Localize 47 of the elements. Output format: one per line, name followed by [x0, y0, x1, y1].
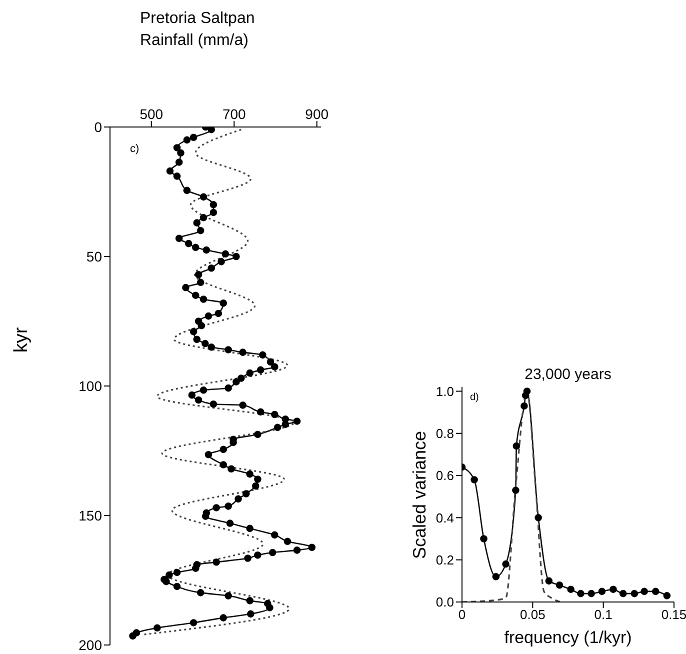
point	[652, 588, 660, 596]
point	[577, 590, 584, 598]
point	[630, 590, 638, 598]
point	[492, 573, 500, 580]
point	[598, 588, 606, 596]
chart-title: 23,000 years	[524, 366, 612, 383]
y-tick-label: 200	[78, 636, 102, 653]
point	[610, 586, 617, 594]
point	[534, 514, 542, 522]
point	[567, 586, 574, 594]
point	[502, 560, 510, 568]
point	[480, 535, 488, 542]
y-axis-title: kyr	[11, 327, 33, 353]
y-tick-label: 1.0	[436, 384, 454, 399]
point	[663, 592, 671, 600]
x-tick-label: 0.05	[520, 607, 546, 622]
y-tick-label: 150	[78, 507, 102, 524]
point	[512, 442, 520, 450]
x-tick-label: 500	[140, 106, 164, 122]
chart-title: Pretoria Saltpan	[140, 10, 255, 28]
y-tick-label: 0	[94, 118, 102, 135]
point	[523, 388, 531, 395]
point	[545, 577, 553, 585]
x-axis-title: frequency (1/kyr)	[503, 628, 633, 648]
point	[588, 590, 595, 598]
point	[512, 486, 520, 494]
y-tick-label: 50	[86, 248, 102, 264]
y-tick-label: 0.6	[436, 468, 454, 484]
annotation: c)	[130, 143, 140, 155]
y-tick-label: 0.2	[436, 552, 454, 568]
x-tick-label: 0.15	[661, 607, 686, 622]
point	[640, 588, 648, 596]
x-axis-title: Rainfall (mm/a)	[140, 32, 248, 50]
x-tick-label: 700	[222, 106, 246, 122]
x-tick-label: 0	[458, 607, 466, 622]
y-tick-label: 0.4	[436, 510, 454, 526]
point	[470, 476, 478, 484]
y-tick-label: 100	[78, 378, 102, 394]
point	[619, 590, 627, 598]
x-tick-label: 900	[305, 106, 329, 122]
annotation: d)	[470, 392, 479, 403]
y-tick-label: 0.8	[436, 426, 454, 441]
point	[520, 402, 528, 410]
x-tick-label: 0.1	[594, 607, 612, 622]
y-axis-title: Scaled variance	[410, 430, 430, 560]
y-tick-label: 0.0	[436, 594, 454, 610]
point	[556, 581, 564, 589]
